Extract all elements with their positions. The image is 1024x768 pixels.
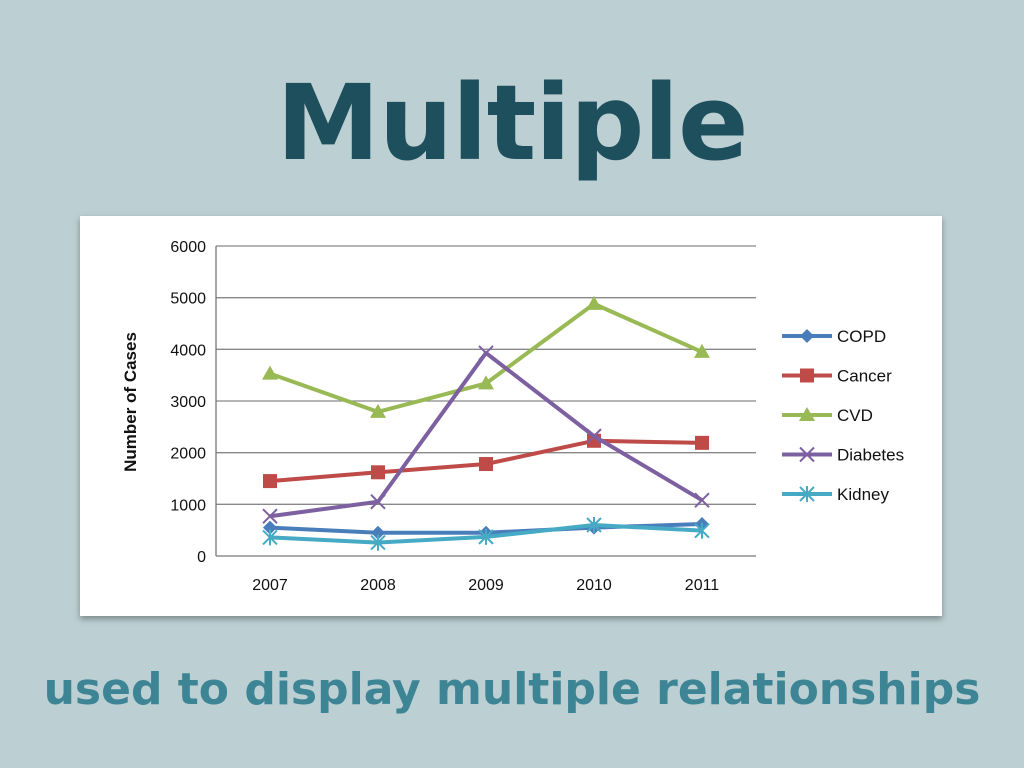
series-diabetes bbox=[262, 345, 710, 524]
data-point bbox=[370, 534, 386, 551]
legend-item: Diabetes bbox=[782, 446, 904, 465]
legend-item: Cancer bbox=[782, 367, 892, 386]
data-point bbox=[479, 457, 493, 472]
y-tick-label: 3000 bbox=[170, 394, 206, 411]
series-cancer bbox=[263, 433, 709, 489]
y-tick-label: 2000 bbox=[170, 446, 206, 463]
data-point bbox=[478, 345, 494, 361]
data-point bbox=[262, 365, 278, 380]
data-point bbox=[262, 508, 278, 524]
data-point bbox=[262, 529, 278, 546]
y-tick-label: 4000 bbox=[170, 342, 206, 359]
data-point bbox=[586, 428, 602, 444]
data-point bbox=[371, 465, 385, 480]
data-point bbox=[586, 295, 602, 310]
y-axis-ticks: 0 1000 2000 3000 4000 5000 6000 bbox=[170, 239, 206, 566]
series bbox=[262, 295, 710, 551]
data-point bbox=[371, 525, 385, 540]
data-point bbox=[799, 407, 815, 421]
data-point bbox=[799, 446, 815, 463]
data-point bbox=[263, 474, 277, 489]
x-tick-label: 2010 bbox=[576, 577, 612, 594]
data-point bbox=[586, 517, 602, 533]
legend-label: COPD bbox=[837, 327, 886, 346]
legend-item: COPD bbox=[782, 327, 886, 346]
data-point bbox=[694, 492, 710, 508]
legend-label: Diabetes bbox=[837, 446, 904, 465]
x-tick-label: 2011 bbox=[685, 577, 720, 594]
data-point bbox=[694, 522, 710, 539]
y-tick-label: 0 bbox=[197, 549, 206, 566]
legend-item: CVD bbox=[782, 406, 873, 425]
legend-label: CVD bbox=[837, 406, 873, 425]
gridlines bbox=[215, 245, 756, 557]
data-point bbox=[370, 403, 386, 418]
y-axis-title: Number of Cases bbox=[121, 332, 140, 472]
legend-label: Cancer bbox=[837, 367, 892, 386]
data-point bbox=[263, 520, 277, 535]
x-axis-ticks: 2007 2008 2009 2010 2011 bbox=[252, 577, 719, 594]
data-point bbox=[370, 494, 386, 510]
series-line bbox=[269, 301, 703, 414]
y-tick-label: 1000 bbox=[170, 497, 206, 514]
slide-subtitle: used to display multiple relationships bbox=[43, 664, 981, 715]
y-tick-label: 5000 bbox=[170, 291, 206, 308]
data-point bbox=[800, 329, 814, 343]
x-tick-label: 2008 bbox=[360, 577, 396, 594]
legend-item: Kidney bbox=[782, 485, 889, 504]
x-tick-label: 2007 bbox=[252, 577, 288, 594]
slide-title: Multiple bbox=[276, 62, 748, 184]
legend: COPD Cancer CVD Diabetes Kidney bbox=[782, 327, 904, 504]
data-point bbox=[478, 528, 494, 545]
chart-panel: 0 1000 2000 3000 4000 5000 6000 2007 2008 2009 20… bbox=[80, 216, 942, 616]
data-point bbox=[694, 343, 710, 358]
x-tick-label: 2009 bbox=[468, 577, 504, 594]
y-tick-label: 6000 bbox=[170, 239, 206, 256]
series-kidney bbox=[262, 517, 710, 551]
data-point bbox=[800, 368, 814, 383]
series-cvd bbox=[262, 295, 710, 418]
data-point bbox=[478, 375, 494, 390]
data-point bbox=[799, 486, 815, 502]
data-point bbox=[695, 435, 709, 450]
legend-label: Kidney bbox=[837, 485, 889, 504]
